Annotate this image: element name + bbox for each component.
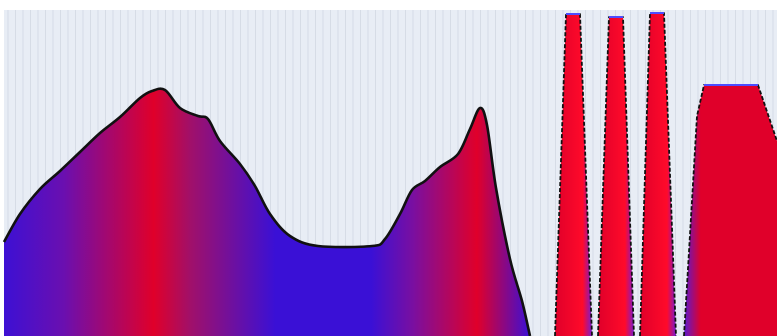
series-5-area [684,85,777,336]
series-1-outline [2,87,532,336]
series-1-area [4,88,530,336]
series-layer [2,12,777,336]
series-3-area [598,17,634,336]
